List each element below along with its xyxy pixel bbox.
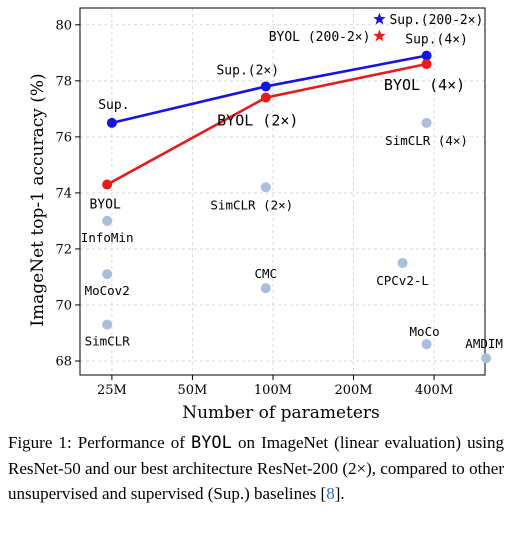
star-point	[373, 12, 386, 25]
series-point-label: Sup.	[98, 98, 129, 113]
chart: 25M 50M 100M 200M 400M 68 70 72 74 76 78 80 InfoMin…	[28, 7, 503, 423]
baseline-point	[102, 269, 113, 280]
baseline-point-label: AMDIM	[465, 336, 503, 351]
series-point-byol	[102, 179, 113, 190]
x-tick-label: 25M	[97, 383, 127, 398]
y-tick-label: 68	[55, 354, 72, 369]
series-point-sup	[260, 81, 271, 92]
baseline-point-label: SimCLR (2×)	[210, 197, 293, 212]
baseline-point-label: InfoMin	[81, 230, 134, 245]
y-tick-label: 76	[55, 130, 72, 145]
baseline-point-label: CPCv2-L	[376, 273, 429, 288]
caption-prefix: Figure 1: Performance of	[8, 433, 191, 452]
baseline-point	[102, 319, 113, 330]
series-point-byol	[421, 59, 432, 70]
caption-suffix: ].	[334, 484, 345, 503]
series-point-byol	[260, 92, 271, 103]
caption-middle: on ImageNet (linear evaluation) using Re…	[8, 433, 504, 503]
baseline-point-label: MoCo	[410, 324, 440, 339]
y-tick-label: 74	[55, 186, 72, 201]
baseline-point	[260, 283, 271, 294]
star-point	[373, 29, 386, 42]
figure-caption: Figure 1: Performance of BYOL on ImageNe…	[8, 430, 504, 506]
baseline-point-label: MoCov2	[85, 283, 130, 298]
baseline-point-label: SimCLR (4×)	[385, 133, 468, 148]
baseline-point-label: SimCLR	[85, 334, 131, 349]
axis-ticks: 25M 50M 100M 200M 400M 68 70 72 74 76 78 80	[55, 18, 453, 398]
series-point-sup	[106, 117, 117, 128]
caption-method: BYOL	[190, 433, 232, 453]
x-axis-label: Number of parameters	[182, 403, 380, 423]
baseline-point	[421, 117, 432, 128]
x-tick-label: 50M	[178, 383, 208, 398]
y-tick-label: 78	[55, 74, 72, 89]
baseline-point	[102, 215, 113, 226]
series-point-sup	[421, 50, 432, 61]
baseline-point-label: CMC	[255, 266, 278, 281]
series-point-label: BYOL (4×)	[384, 76, 465, 94]
series-point-label: Sup.(4×)	[405, 33, 468, 48]
x-tick-label: 100M	[254, 383, 292, 398]
caption-citation-link[interactable]: 8	[326, 484, 335, 503]
series-lines	[102, 12, 432, 190]
y-axis-label: ImageNet top-1 accuracy (%)	[28, 73, 48, 326]
star-point-label: Sup.(200-2×)	[389, 13, 483, 28]
baseline-point	[421, 339, 432, 350]
x-tick-label: 200M	[334, 383, 372, 398]
baseline-points	[102, 117, 492, 364]
series-point-label: Sup.(2×)	[216, 63, 279, 78]
series-point-label: BYOL	[89, 197, 120, 212]
baseline-point	[260, 182, 271, 193]
plot-frame	[79, 7, 486, 376]
y-tick-label: 80	[55, 18, 72, 33]
baseline-point	[481, 353, 492, 364]
x-tick-label: 400M	[415, 383, 453, 398]
y-tick-label: 70	[55, 298, 72, 313]
y-tick-label: 72	[55, 242, 72, 257]
series-point-label: BYOL (2×)	[217, 112, 298, 130]
baseline-point	[397, 257, 408, 268]
point-labels: InfoMin MoCov2 SimCLR SimCLR (2×) CMC SimCLR …	[81, 13, 503, 351]
star-point-label: BYOL (200-2×)	[269, 30, 371, 45]
